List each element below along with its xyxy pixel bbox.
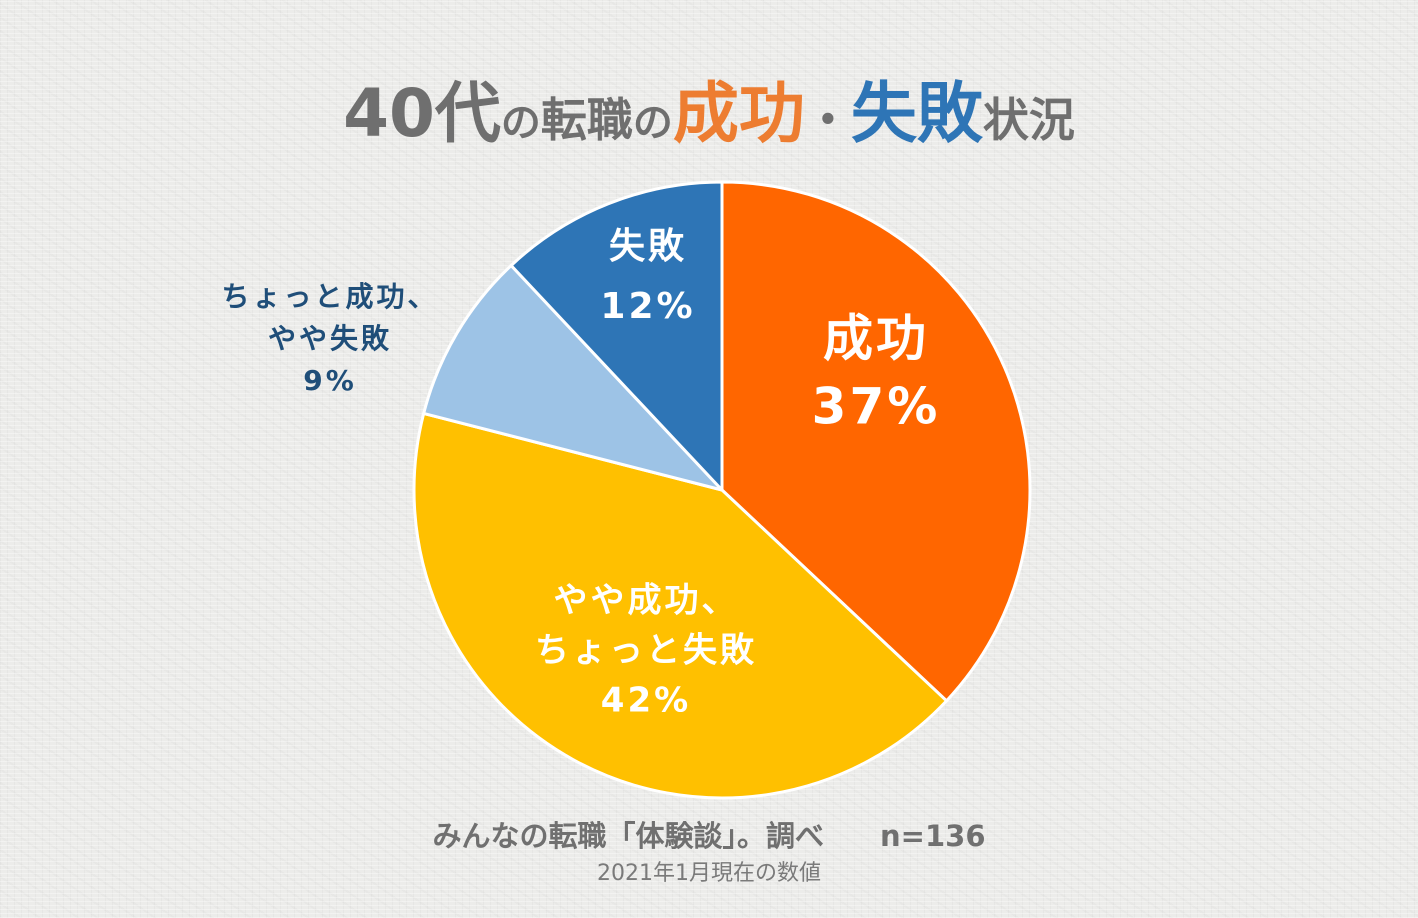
slice-category-label: ちょっと成功、 — [221, 280, 438, 313]
title-success: 成功 — [672, 75, 805, 152]
slice-value-label: 12% — [600, 286, 695, 327]
slice-value-label: 42% — [601, 681, 691, 721]
title-status: 状況 — [982, 93, 1075, 147]
slice-category-label: やや失敗 — [268, 322, 392, 355]
slice-category-label: ちょっと失敗 — [535, 631, 757, 671]
slice-category-label: 成功 — [823, 310, 929, 368]
title-particle-2: の — [632, 100, 673, 146]
title-particle-1: の — [500, 100, 541, 146]
slice-label-1: やや成功、ちょっと失敗 42% — [535, 581, 757, 721]
pie-slice-1 — [412, 411, 949, 800]
title-tenshoku: 転職 — [540, 93, 633, 147]
title-failure: 失敗 — [850, 75, 983, 152]
date-note: 2021年1月現在の数値 — [597, 861, 821, 886]
chart-title: 40代の転職の成功・失敗状況 — [0, 74, 1418, 171]
sample-size: n=136 — [880, 819, 986, 853]
title-age: 40代 — [343, 75, 501, 152]
slice-label-2: ちょっと成功、やや失敗 9% — [221, 280, 438, 397]
slice-category-label: やや成功、 — [554, 581, 739, 621]
slice-label-0: 成功 37% — [812, 310, 941, 436]
title-dot: ・ — [804, 93, 851, 147]
pie-slice-3 — [509, 180, 724, 492]
slice-value-label: 37% — [812, 378, 941, 436]
pie-slice-2 — [422, 263, 724, 492]
source-line: みんなの転職「体験談」。調べ n=136 — [0, 813, 1418, 855]
pie-slice-0 — [720, 180, 1032, 703]
source-text: みんなの転職「体験談」。調べ — [432, 819, 825, 853]
slice-label-3: 失敗 12% — [600, 226, 695, 327]
slice-value-label: 9% — [303, 364, 357, 397]
slice-category-label: 失敗 — [609, 226, 687, 267]
